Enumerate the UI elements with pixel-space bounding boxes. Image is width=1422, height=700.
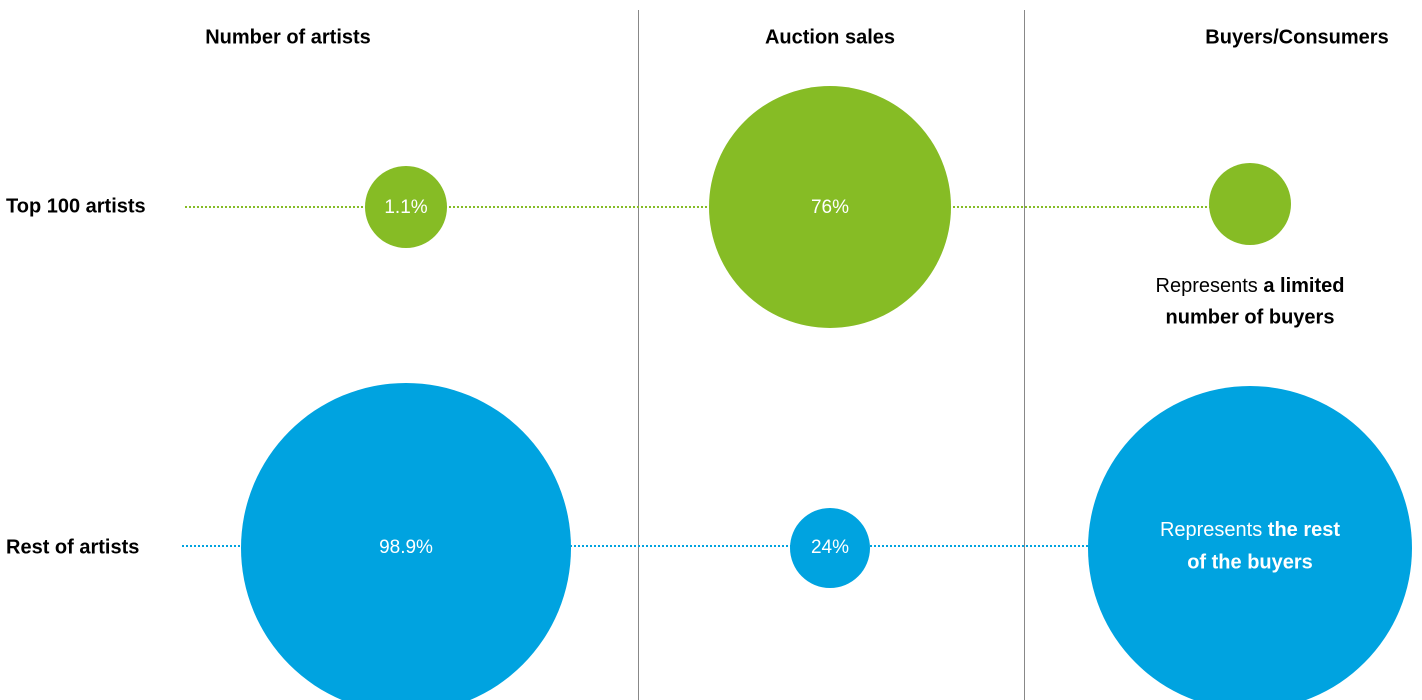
column-header: Auction sales bbox=[765, 26, 895, 48]
note: Represents a limited bbox=[1156, 275, 1345, 297]
row-label: Top 100 artists bbox=[6, 195, 146, 217]
column-header: Buyers/Consumers bbox=[1205, 26, 1388, 48]
note-text: Represents bbox=[1160, 519, 1262, 541]
bubble bbox=[790, 508, 870, 588]
bubble bbox=[1209, 163, 1291, 245]
column-header: Number of artists bbox=[205, 26, 371, 48]
value-label: 1.1% bbox=[384, 197, 427, 218]
bubble bbox=[1088, 386, 1412, 700]
bubble bbox=[241, 383, 571, 700]
bubble bbox=[709, 86, 951, 328]
note: Represents the rest bbox=[1160, 519, 1340, 541]
note-bold: the rest bbox=[1268, 519, 1341, 541]
note-bold: a limited bbox=[1263, 275, 1344, 297]
row-label: Rest of artists bbox=[6, 536, 139, 558]
bubble bbox=[365, 166, 447, 248]
value-label: 98.9% bbox=[379, 537, 433, 558]
value-label: 76% bbox=[811, 197, 849, 218]
note-text: Represents bbox=[1156, 275, 1258, 297]
note-bold: of the buyers bbox=[1187, 551, 1313, 573]
value-label: 24% bbox=[811, 537, 849, 558]
note-bold: number of buyers bbox=[1166, 306, 1335, 328]
